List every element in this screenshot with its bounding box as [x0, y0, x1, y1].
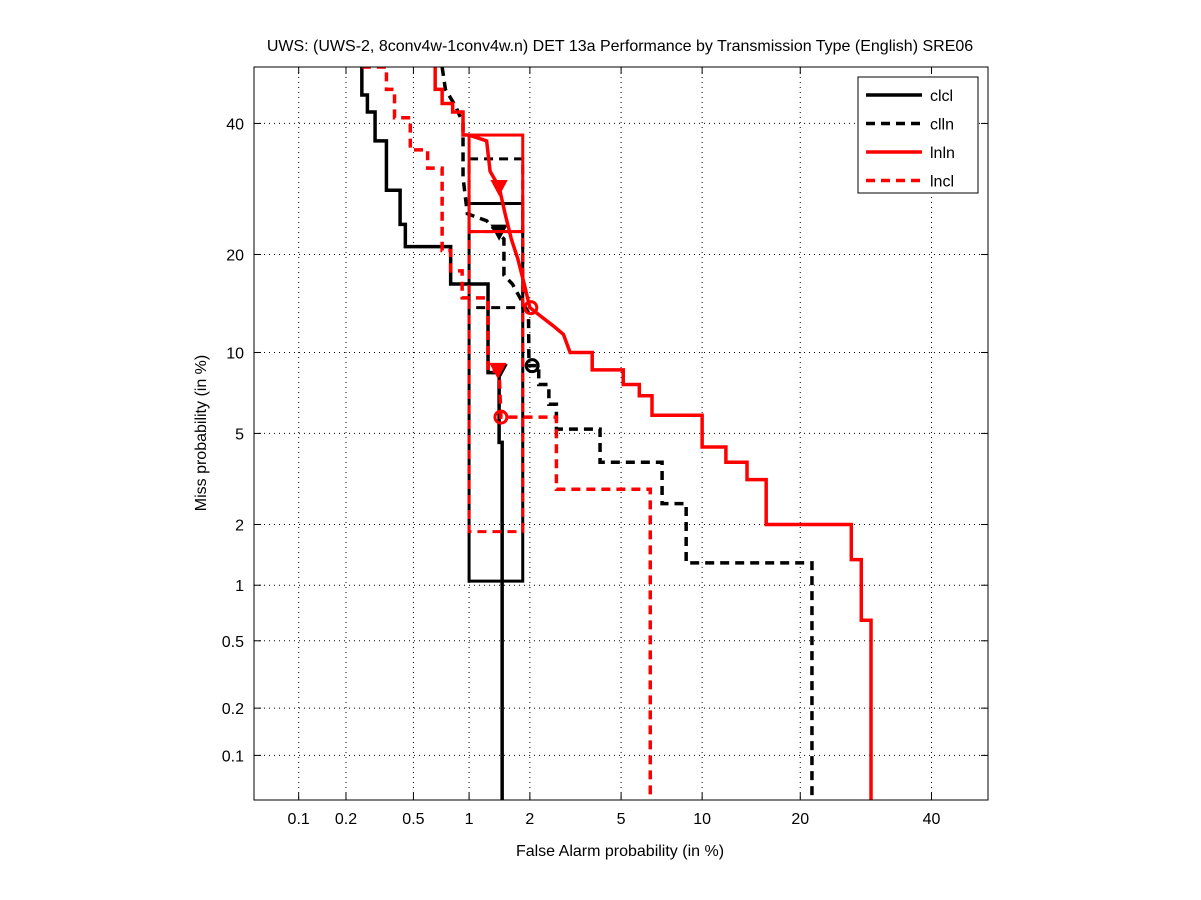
x-tick-label: 0.5 [402, 811, 424, 828]
min-dcf-marker-clln [524, 358, 540, 374]
grid [254, 67, 988, 800]
det-curve-lncl [361, 67, 653, 800]
legend-label-lncl: lncl [930, 174, 954, 191]
min-dcf-marker-lncl [493, 409, 509, 425]
x-tick-label: 40 [923, 811, 941, 828]
x-tick-label: 20 [791, 811, 809, 828]
y-tick-label: 5 [235, 426, 244, 443]
y-tick-label: 1 [235, 578, 244, 595]
x-ticks: 0.1 0.2 0.5 1 2 5 10 20 40 [288, 67, 941, 828]
series-layer [360, 67, 873, 800]
legend-label-clcl: clcl [930, 88, 953, 105]
y-tick-label: 40 [226, 116, 244, 133]
x-tick-label: 2 [525, 811, 534, 828]
y-tick-label: 0.1 [222, 748, 244, 765]
det-curve-lnln [433, 67, 873, 800]
x-tick-label: 0.1 [288, 811, 310, 828]
y-axis-label: Miss probability (in %) [193, 355, 210, 511]
x-tick-label: 10 [693, 811, 711, 828]
x-tick-label: 0.2 [335, 811, 357, 828]
chart-title: UWS: (UWS-2, 8conv4w-1conv4w.n) DET 13a … [267, 38, 973, 55]
actual-dcf-marker-lnln [490, 180, 508, 197]
x-axis-label: False Alarm probability (in %) [516, 843, 724, 860]
actual-dcf-marker-lncl [489, 362, 507, 379]
y-tick-label: 20 [226, 247, 244, 264]
x-tick-label: 5 [617, 811, 626, 828]
legend-label-clln: clln [930, 117, 954, 134]
det-curve-clcl [360, 67, 504, 800]
det-curve-clln [440, 67, 814, 800]
y-ticks: 0.1 0.2 0.5 1 2 5 10 20 40 [222, 116, 988, 765]
y-tick-label: 0.5 [222, 634, 244, 651]
legend: clcl clln lnln lncl [857, 76, 979, 194]
series-group [360, 67, 873, 800]
min-dcf-marker-lnln [523, 300, 539, 316]
y-tick-label: 0.2 [222, 701, 244, 718]
legend-label-lnln: lnln [930, 145, 955, 162]
confidence-box-lncl [467, 230, 525, 534]
confidence-box-lnln [467, 133, 525, 234]
y-tick-label: 2 [235, 517, 244, 534]
y-tick-label: 10 [226, 345, 244, 362]
x-tick-label: 1 [465, 811, 474, 828]
